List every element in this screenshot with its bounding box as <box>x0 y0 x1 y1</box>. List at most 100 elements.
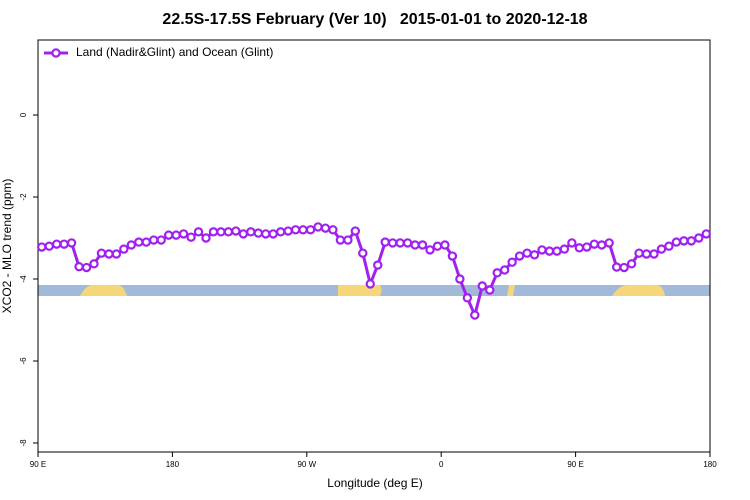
data-point <box>462 293 473 303</box>
data-point <box>380 237 390 247</box>
data-point <box>649 249 659 259</box>
data-point <box>485 285 495 295</box>
y-tick-label: 0 <box>19 112 28 117</box>
data-point <box>597 240 607 250</box>
data-point <box>313 222 323 232</box>
data-point <box>350 226 361 236</box>
data-point <box>395 238 405 248</box>
data-point <box>358 248 368 258</box>
data-point <box>567 238 577 248</box>
data-point <box>238 229 249 239</box>
data-point <box>626 259 637 269</box>
data-point <box>552 246 562 256</box>
data-point <box>656 244 667 254</box>
data-point <box>432 241 443 251</box>
data-point <box>559 244 570 254</box>
data-point <box>664 241 674 251</box>
x-tick-label: 0 <box>439 460 444 469</box>
data-point <box>59 239 69 249</box>
x-tick-label: 90 E <box>567 460 583 469</box>
data-point <box>619 262 629 273</box>
data-point <box>499 265 510 275</box>
x-tick-label: 90 E <box>30 460 46 469</box>
y-tick-label: -2 <box>19 193 28 201</box>
data-point <box>126 240 137 250</box>
legend-label: Land (Nadir&Glint) and Ocean (Glint) <box>76 45 273 59</box>
data-point <box>104 249 114 259</box>
chart-title: 22.5S-17.5S February (Ver 10) 2015-01-01… <box>162 11 587 28</box>
data-point <box>51 239 62 249</box>
data-point <box>410 240 420 250</box>
data-point <box>694 233 704 243</box>
data-point <box>641 249 652 259</box>
data-point <box>66 238 77 248</box>
data-point <box>470 310 480 320</box>
data-point <box>514 251 525 261</box>
data-point <box>44 241 54 251</box>
data-point <box>365 279 375 289</box>
data-point <box>537 245 547 255</box>
data-point <box>582 242 592 252</box>
y-tick-label: -8 <box>19 439 28 447</box>
data-point <box>686 236 697 246</box>
data-point <box>275 227 286 237</box>
data-point <box>305 225 316 235</box>
data-point <box>149 235 159 245</box>
legend-marker <box>51 48 61 58</box>
data-point <box>373 260 383 270</box>
data-point <box>634 248 644 258</box>
data-point <box>81 262 92 273</box>
data-point <box>231 226 241 236</box>
data-point <box>268 229 278 239</box>
data-point <box>119 244 129 254</box>
data-point <box>425 245 435 255</box>
data-point <box>701 229 711 239</box>
data-point <box>335 235 346 245</box>
data-point <box>253 228 263 238</box>
data-point <box>163 230 174 240</box>
data-point <box>589 239 599 249</box>
data-point <box>440 240 450 250</box>
data-point <box>283 226 293 236</box>
data-point <box>529 250 540 260</box>
data-point <box>290 225 301 235</box>
data-point <box>156 235 166 245</box>
data-point <box>343 235 353 245</box>
data-point <box>201 233 211 243</box>
data-point <box>37 242 47 252</box>
x-tick-label: 180 <box>703 460 717 469</box>
data-point <box>111 249 122 259</box>
data-point <box>387 238 398 248</box>
data-point <box>186 232 196 242</box>
data-point <box>178 229 189 239</box>
y-tick-label: -6 <box>19 357 28 365</box>
data-point <box>522 248 532 258</box>
data-point <box>544 246 555 256</box>
y-axis-label: XCO2 - MLO trend (ppm) <box>0 179 14 314</box>
data-point <box>611 262 622 272</box>
x-tick-label: 90 W <box>297 460 316 469</box>
data-point <box>455 274 465 284</box>
data-point <box>402 238 413 248</box>
data-point <box>328 225 338 235</box>
data-point <box>246 227 256 237</box>
data-point <box>74 262 84 272</box>
data-point <box>96 248 107 258</box>
data-point <box>134 237 144 247</box>
data-point <box>298 225 308 235</box>
data-point <box>477 281 487 291</box>
data-point <box>171 230 181 240</box>
data-point <box>261 229 271 239</box>
data-point <box>216 227 226 237</box>
data-point <box>507 257 517 267</box>
data-point <box>679 236 689 246</box>
y-tick-label: -4 <box>19 275 28 283</box>
x-axis-label: Longitude (deg E) <box>327 476 422 490</box>
land-ocean-strip <box>38 284 710 296</box>
data-point <box>574 243 585 253</box>
data-point <box>141 237 151 247</box>
data-point <box>671 237 682 247</box>
data-point <box>604 238 614 248</box>
data-point <box>223 227 234 237</box>
